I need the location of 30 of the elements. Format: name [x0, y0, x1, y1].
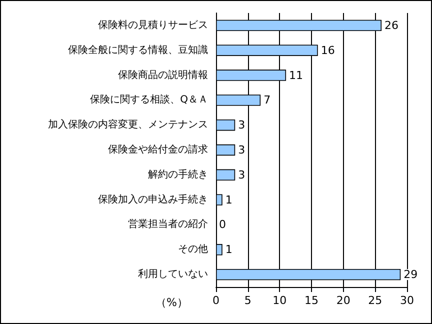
x-axis-title: （%） — [156, 296, 188, 309]
data-label: 1 — [225, 193, 232, 206]
y-tick-label: 営業担当者の紹介 — [128, 218, 208, 230]
y-tick-label: 保険に関する相談、Q＆Ａ — [90, 94, 208, 106]
y-tick-label: 加入保険の内容変更、メンテナンス — [48, 118, 208, 131]
data-label: 11 — [289, 68, 304, 82]
y-tick-label: 保険料の見積りサービス — [98, 18, 208, 31]
x-tick-label: 15 — [304, 294, 318, 307]
x-tick-label: 30 — [400, 294, 414, 307]
data-label: 29 — [404, 268, 418, 282]
data-label: 16 — [320, 44, 335, 57]
y-tick-label: 保険商品の説明情報 — [118, 68, 208, 81]
y-tick-label: 保険金や給付金の請求 — [108, 144, 208, 156]
x-tick-label: 25 — [368, 294, 382, 307]
y-tick-label: 解約の手続き — [148, 168, 208, 180]
data-label: 1 — [225, 243, 232, 256]
data-label: 7 — [264, 94, 271, 107]
x-tick-label: 20 — [336, 294, 350, 307]
data-label: 3 — [238, 168, 246, 182]
data-label: 0 — [219, 218, 226, 232]
y-tick-label: その他 — [178, 243, 208, 256]
data-label: 26 — [384, 18, 399, 32]
x-tick-label: 5 — [244, 294, 252, 307]
x-tick-label: 10 — [272, 294, 287, 307]
y-tick-label: 保険加入の申込み手続き — [98, 193, 208, 206]
y-tick-label: 保険全般に関する情報、豆知識 — [68, 44, 208, 56]
data-label: 3 — [238, 144, 246, 156]
x-tick-label: 0 — [212, 294, 220, 307]
data-label: 3 — [238, 118, 246, 132]
y-tick-label: 利用していない — [138, 268, 208, 280]
